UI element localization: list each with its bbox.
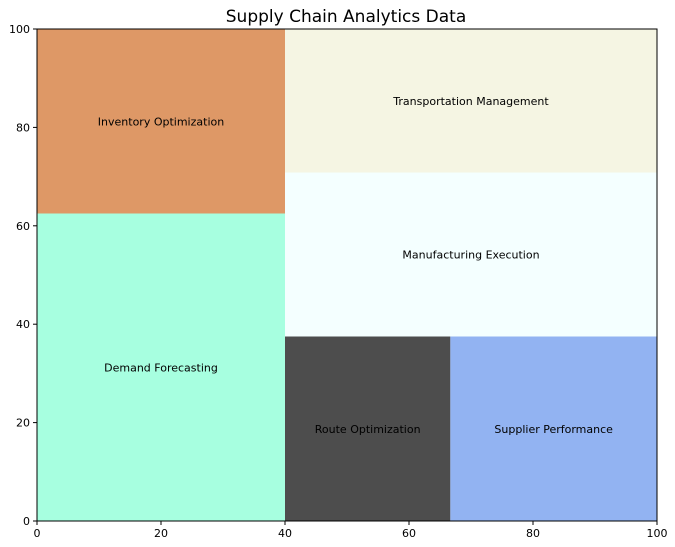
y-tick-label: 80 xyxy=(16,121,30,134)
x-tick-label: 60 xyxy=(402,527,416,540)
treemap-labels: Demand Forecasting Inventory Optimization… xyxy=(98,95,613,436)
y-tick-label: 20 xyxy=(16,417,30,430)
treemap-rect-demand-forecasting xyxy=(37,213,285,521)
treemap-rectangles xyxy=(37,29,657,521)
y-tick-label: 0 xyxy=(23,515,30,528)
treemap-rect-transportation-management xyxy=(285,29,657,173)
x-tick-label: 0 xyxy=(34,527,41,540)
treemap-label-route-optimization: Route Optimization xyxy=(315,423,421,436)
treemap-label-manufacturing-execution: Manufacturing Execution xyxy=(402,249,539,262)
y-tick-label: 40 xyxy=(16,318,30,331)
plot-frame xyxy=(36,28,658,522)
x-tick-label: 40 xyxy=(278,527,292,540)
x-tick-label: 20 xyxy=(154,527,168,540)
treemap-label-inventory-optimization: Inventory Optimization xyxy=(98,115,224,128)
treemap-rect-inventory-optimization xyxy=(37,29,285,214)
y-axis: 0 20 40 60 80 100 xyxy=(9,23,37,528)
x-tick-label: 100 xyxy=(647,527,668,540)
x-axis: 0 20 40 60 80 100 xyxy=(34,521,668,540)
x-tick-label: 80 xyxy=(526,527,540,540)
treemap-label-demand-forecasting: Demand Forecasting xyxy=(104,361,218,374)
chart-title: Supply Chain Analytics Data xyxy=(226,7,467,27)
y-tick-label: 60 xyxy=(16,220,30,233)
treemap-label-transportation-management: Transportation Management xyxy=(392,95,549,108)
treemap-rect-route-optimization xyxy=(285,336,451,521)
y-tick-label: 100 xyxy=(9,23,30,36)
treemap-rect-supplier-performance xyxy=(450,336,657,521)
treemap-rect-manufacturing-execution xyxy=(285,172,657,337)
treemap-label-supplier-performance: Supplier Performance xyxy=(494,423,613,436)
